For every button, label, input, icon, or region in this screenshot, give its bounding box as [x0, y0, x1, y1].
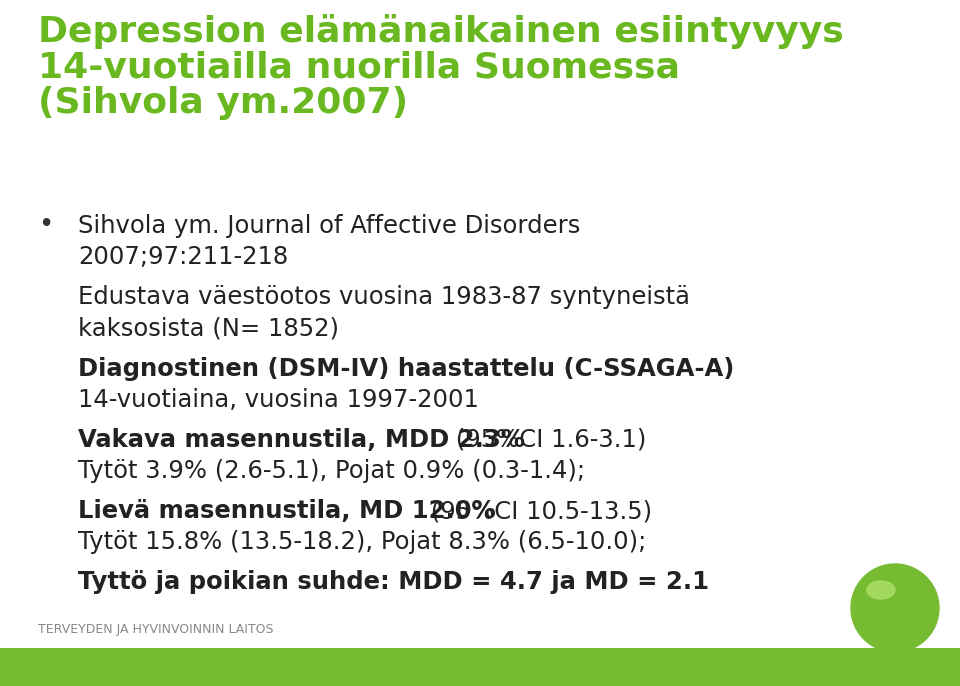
Text: TERVEYDEN JA HYVINVOINNIN LAITOS: TERVEYDEN JA HYVINVOINNIN LAITOS: [38, 623, 274, 636]
Text: Tytöt 15.8% (13.5-18.2), Pojat 8.3% (6.5-10.0);: Tytöt 15.8% (13.5-18.2), Pojat 8.3% (6.5…: [78, 530, 646, 554]
Text: (95%CI 10.5-13.5): (95%CI 10.5-13.5): [423, 499, 652, 523]
Text: Depression elämänaikainen esiintyvyys: Depression elämänaikainen esiintyvyys: [38, 14, 844, 49]
Text: (95%CI 1.6-3.1): (95%CI 1.6-3.1): [448, 428, 646, 452]
Text: (Sihvola ym.2007): (Sihvola ym.2007): [38, 86, 408, 120]
Text: kaksosista (N= 1852): kaksosista (N= 1852): [78, 316, 339, 340]
Text: Tytöt 3.9% (2.6-5.1), Pojat 0.9% (0.3-1.4);: Tytöt 3.9% (2.6-5.1), Pojat 0.9% (0.3-1.…: [78, 459, 586, 483]
Ellipse shape: [867, 581, 895, 599]
Text: Tyttö ja poikian suhde: MDD = 4.7 ja MD = 2.1: Tyttö ja poikian suhde: MDD = 4.7 ja MD …: [78, 571, 709, 595]
Text: Lievä masennustila, MD 12.0%: Lievä masennustila, MD 12.0%: [78, 499, 495, 523]
Circle shape: [851, 564, 939, 652]
Bar: [0, 648, 960, 686]
Text: 2007;97:211-218: 2007;97:211-218: [78, 245, 288, 269]
Text: Edustava väestöotos vuosina 1983-87 syntyneistä: Edustava väestöotos vuosina 1983-87 synt…: [78, 285, 690, 309]
Text: Sihvola ym. Journal of Affective Disorders: Sihvola ym. Journal of Affective Disorde…: [78, 214, 581, 238]
Text: 14-vuotiaina, vuosina 1997-2001: 14-vuotiaina, vuosina 1997-2001: [78, 388, 479, 412]
Text: 14-vuotiailla nuorilla Suomessa: 14-vuotiailla nuorilla Suomessa: [38, 50, 680, 84]
Text: Vakava masennustila, MDD 2.3%: Vakava masennustila, MDD 2.3%: [78, 428, 525, 452]
Text: •: •: [38, 212, 53, 238]
Text: Diagnostinen (DSM-IV) haastattelu (C-SSAGA-A): Diagnostinen (DSM-IV) haastattelu (C-SSA…: [78, 357, 734, 381]
